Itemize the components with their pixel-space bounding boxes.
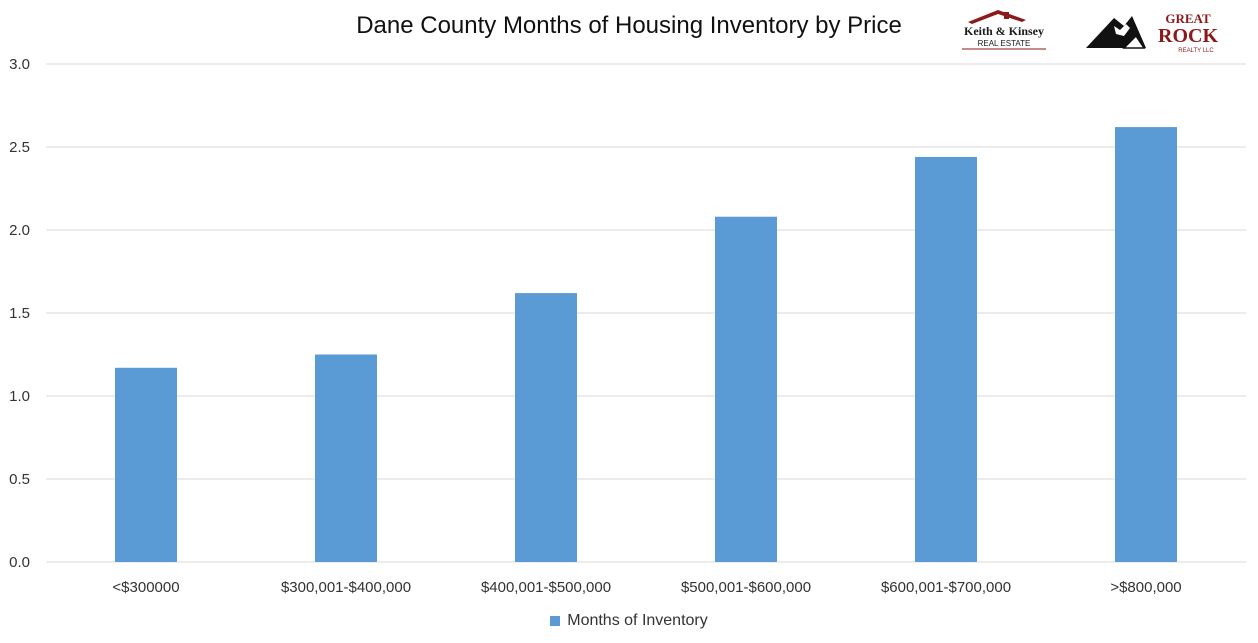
svg-text:REALTY LLC: REALTY LLC [1178, 48, 1214, 54]
bar [1115, 127, 1177, 562]
bar [315, 354, 377, 562]
x-axis-labels: <$300000 $300,001-$400,000 $400,001-$500,0… [112, 579, 1181, 596]
y-axis-labels: 0.0 0.5 1.0 1.5 2.0 2.5 3.0 [9, 56, 30, 571]
svg-text:GREAT: GREAT [1165, 11, 1211, 26]
y-tick-label: 1.5 [9, 305, 30, 322]
bar [915, 156, 977, 562]
svg-text:REAL ESTATE: REAL ESTATE [978, 39, 1031, 48]
y-tick-label: 3.0 [9, 56, 30, 73]
y-tick-label: 2.0 [9, 222, 30, 239]
legend: Months of Inventory [0, 612, 1258, 630]
bar [715, 216, 777, 562]
x-tick-label: $300,001-$400,000 [281, 579, 411, 596]
y-tick-label: 1.0 [9, 388, 30, 405]
svg-text:Keith & Kinsey: Keith & Kinsey [964, 24, 1044, 38]
great-rock-logo: GREAT ROCK REALTY LLC [1086, 11, 1218, 54]
chart-title: Dane County Months of Housing Inventory … [356, 12, 902, 39]
keith-kinsey-logo: Keith & Kinsey REAL ESTATE [962, 10, 1046, 50]
y-tick-label: 0.0 [9, 554, 30, 571]
x-tick-label: >$800,000 [1110, 579, 1181, 596]
legend-swatch [550, 616, 561, 626]
bar [115, 367, 177, 562]
x-tick-label: $500,001-$600,000 [681, 579, 811, 596]
svg-text:ROCK: ROCK [1158, 25, 1218, 47]
y-tick-label: 0.5 [9, 471, 30, 488]
x-tick-label: <$300000 [112, 579, 179, 596]
x-tick-label: $600,001-$700,000 [881, 579, 1011, 596]
x-tick-label: $400,001-$500,000 [481, 579, 611, 596]
gridlines [46, 63, 1246, 563]
y-tick-label: 2.5 [9, 139, 30, 156]
bars [115, 127, 1177, 562]
legend-label: Months of Inventory [567, 612, 708, 629]
bar [515, 293, 577, 562]
